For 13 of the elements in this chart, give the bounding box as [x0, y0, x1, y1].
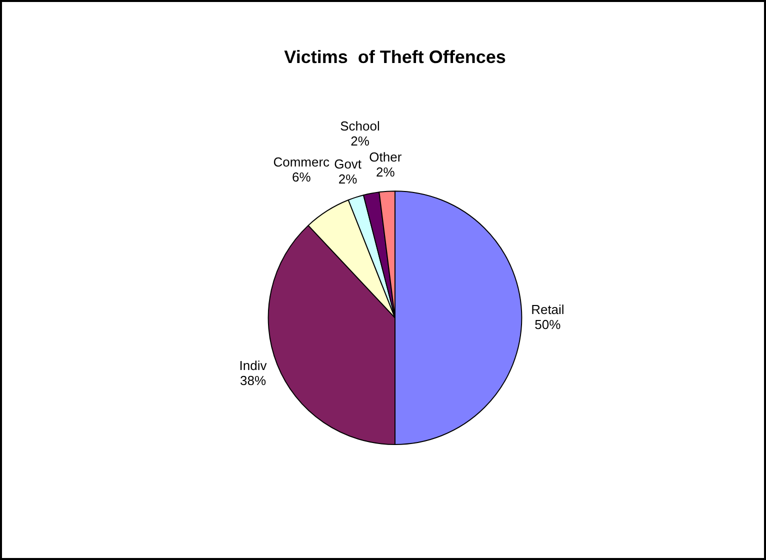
slice-label: Retail	[531, 302, 564, 317]
data-label: 50%	[534, 316, 562, 332]
slice-label: School	[340, 118, 380, 134]
data-label: 6%	[292, 169, 312, 184]
slice-label: Indiv	[239, 358, 268, 374]
slice-label: Commerc	[273, 154, 330, 170]
chart-title: Victims of Theft Offences	[284, 46, 506, 67]
data-label: 2%	[376, 164, 396, 180]
slice-label: Govt	[334, 156, 362, 172]
data-label: 2%	[350, 133, 370, 148]
data-label: 2%	[338, 172, 358, 187]
slice-label: Other	[369, 149, 402, 164]
data-label: 38%	[240, 373, 266, 388]
